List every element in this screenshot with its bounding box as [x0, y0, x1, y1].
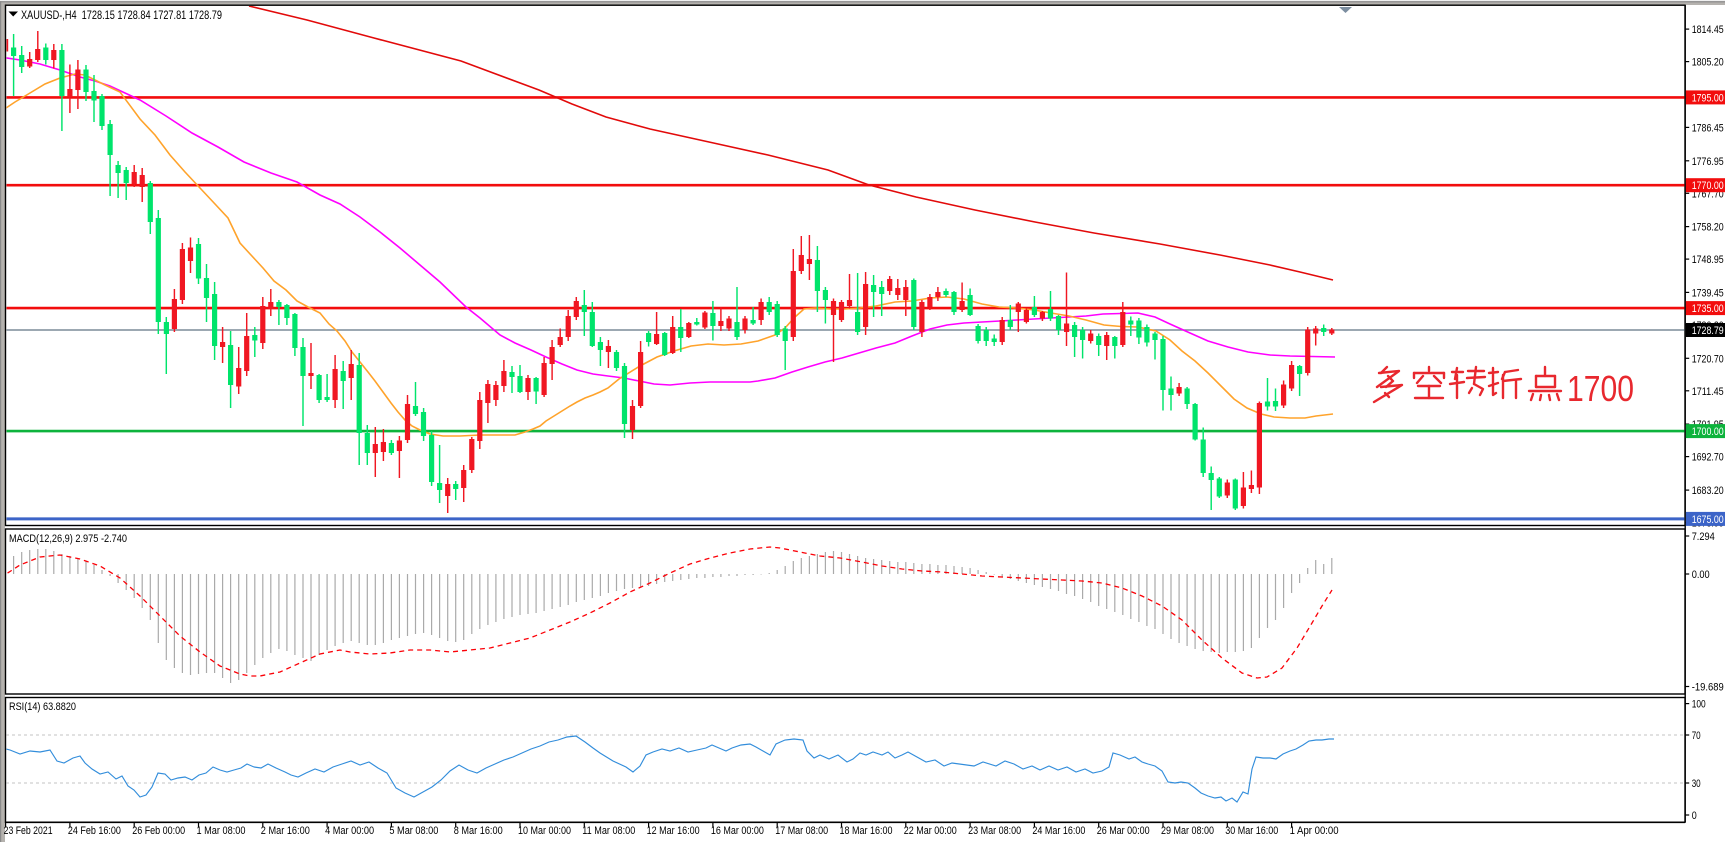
svg-text:2 Mar 16:00: 2 Mar 16:00	[261, 825, 310, 837]
svg-text:29 Mar 08:00: 29 Mar 08:00	[1161, 825, 1214, 837]
svg-text:1739.45: 1739.45	[1692, 287, 1724, 299]
svg-text:RSI(14) 63.8820: RSI(14) 63.8820	[9, 701, 76, 713]
svg-text:23 Feb 2021: 23 Feb 2021	[4, 825, 53, 837]
svg-text:26 Mar 00:00: 26 Mar 00:00	[1097, 825, 1150, 837]
svg-text:-19.689: -19.689	[1692, 682, 1724, 694]
svg-text:5 Mar 08:00: 5 Mar 08:00	[389, 825, 438, 837]
svg-text:12 Mar 16:00: 12 Mar 16:00	[647, 825, 700, 837]
svg-text:1700: 1700	[1567, 368, 1634, 409]
svg-text:1728.79: 1728.79	[1692, 325, 1724, 337]
svg-text:1 Apr 00:00: 1 Apr 00:00	[1290, 825, 1339, 837]
svg-text:8 Mar 16:00: 8 Mar 16:00	[454, 825, 503, 837]
svg-text:70: 70	[1692, 730, 1701, 742]
svg-text:100: 100	[1692, 699, 1706, 711]
svg-text:1692.70: 1692.70	[1692, 452, 1724, 464]
svg-text:23 Mar 08:00: 23 Mar 08:00	[968, 825, 1021, 837]
svg-text:1675.00: 1675.00	[1692, 514, 1724, 526]
svg-text:7.294: 7.294	[1692, 531, 1715, 543]
svg-text:1720.70: 1720.70	[1692, 353, 1724, 365]
svg-text:1748.95: 1748.95	[1692, 254, 1724, 266]
svg-text:1735.00: 1735.00	[1692, 303, 1724, 315]
svg-text:30 Mar 16:00: 30 Mar 16:00	[1225, 825, 1278, 837]
svg-text:1 Mar 08:00: 1 Mar 08:00	[197, 825, 246, 837]
svg-text:16 Mar 00:00: 16 Mar 00:00	[711, 825, 764, 837]
svg-text:26 Feb 00:00: 26 Feb 00:00	[132, 825, 185, 837]
svg-text:1805.20: 1805.20	[1692, 57, 1724, 69]
svg-text:17 Mar 08:00: 17 Mar 08:00	[775, 825, 828, 837]
svg-text:1711.45: 1711.45	[1692, 386, 1724, 398]
svg-text:1786.45: 1786.45	[1692, 122, 1724, 134]
svg-text:1700.00: 1700.00	[1692, 426, 1724, 438]
svg-text:4 Mar 00:00: 4 Mar 00:00	[325, 825, 374, 837]
svg-text:30: 30	[1692, 778, 1701, 790]
svg-text:XAUUSD-,H4 1728.15 1728.84 17: XAUUSD-,H4 1728.15 1728.84 1727.81 1728.…	[21, 8, 222, 22]
svg-text:10 Mar 00:00: 10 Mar 00:00	[518, 825, 571, 837]
svg-text:1776.95: 1776.95	[1692, 156, 1724, 168]
svg-text:0.00: 0.00	[1692, 569, 1710, 581]
svg-text:1758.20: 1758.20	[1692, 222, 1724, 234]
svg-text:1814.45: 1814.45	[1692, 24, 1724, 36]
svg-text:0: 0	[1692, 810, 1697, 822]
svg-text:1683.20: 1683.20	[1692, 485, 1724, 497]
svg-text:24 Feb 16:00: 24 Feb 16:00	[68, 825, 121, 837]
svg-text:18 Mar 16:00: 18 Mar 16:00	[840, 825, 893, 837]
svg-text:22 Mar 00:00: 22 Mar 00:00	[904, 825, 957, 837]
svg-text:11 Mar 08:00: 11 Mar 08:00	[582, 825, 635, 837]
svg-text:1795.00: 1795.00	[1692, 92, 1724, 104]
svg-text:MACD(12,26,9) 2.975 -2.740: MACD(12,26,9) 2.975 -2.740	[9, 533, 127, 545]
svg-text:24 Mar 16:00: 24 Mar 16:00	[1032, 825, 1085, 837]
svg-text:1770.00: 1770.00	[1692, 180, 1724, 192]
